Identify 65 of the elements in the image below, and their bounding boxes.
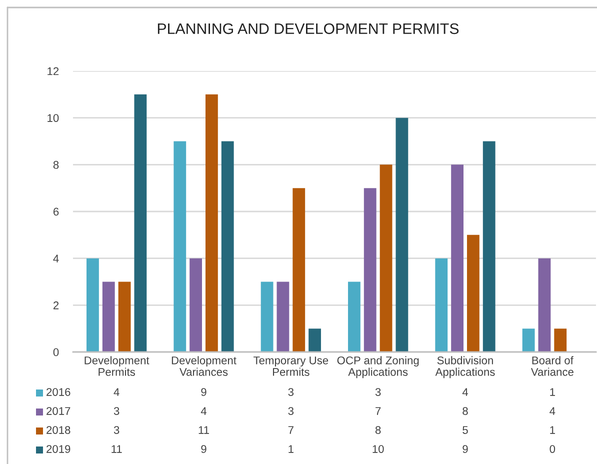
bar [364,188,376,352]
chart-title: PLANNING AND DEVELOPMENT PERMITS [158,23,459,34]
bar [522,328,535,352]
data-label: 1 [288,445,294,453]
data-label: 3 [288,388,294,396]
x-tick-label: Temporary Use Permits [254,356,328,376]
bar [554,328,567,352]
bar [86,258,99,352]
bar [190,258,202,352]
data-label: 5 [462,426,468,434]
bar [396,118,408,352]
bar [118,282,131,352]
data-label: 3 [114,407,120,415]
bar [276,282,290,352]
data-label: 8 [462,407,468,415]
data-label: 1 [550,388,555,396]
bar [102,282,115,352]
bar [435,258,448,352]
data-label: 1 [550,426,555,434]
y-tick-label: 4 [53,254,59,262]
x-tick-label: Development Permits [84,356,150,376]
y-tick-label: 6 [53,208,59,216]
data-label: 4 [114,388,120,396]
data-label: 11 [112,445,122,453]
bar [538,258,551,352]
legend-label: 2017 [46,407,70,415]
data-label: 3 [375,388,381,396]
y-tick-label: 10 [48,114,59,122]
bar [308,328,321,352]
data-label: 10 [372,445,384,453]
bar [134,94,147,352]
legend-label: 2018 [46,426,70,434]
data-label: 9 [201,388,206,396]
bar [451,164,464,352]
data-label: 3 [288,407,294,415]
bar [348,282,360,352]
y-tick-label: 12 [48,67,59,76]
bar [174,141,186,352]
data-label: 7 [288,426,294,434]
data-label: 4 [200,407,207,415]
bar [260,282,274,352]
bar [221,141,234,352]
x-tick-label: Subdivision Applications [435,356,495,378]
x-tick-label: Board of Variance [530,356,574,376]
data-label: 11 [198,426,209,434]
data-label: 4 [550,407,556,415]
data-label: 3 [114,426,120,434]
bar [467,234,480,352]
y-tick-label: 2 [53,301,59,310]
y-tick-label: 0 [53,348,59,356]
bar [380,164,392,352]
y-tick-label: 8 [53,160,59,169]
x-tick-label: Development Variances [172,356,236,376]
data-label: 4 [462,388,468,396]
bar [206,94,218,352]
legend-label: 2016 [46,388,70,396]
bar [292,188,306,352]
x-tick-label: OCP and Zoning Applications [337,356,419,378]
data-label: 8 [375,426,381,434]
data-label: 9 [201,445,206,453]
data-label: 9 [462,445,468,453]
data-label: 0 [550,445,556,453]
legend-label: 2019 [46,445,70,453]
bar [482,141,496,352]
data-label: 7 [376,407,381,415]
